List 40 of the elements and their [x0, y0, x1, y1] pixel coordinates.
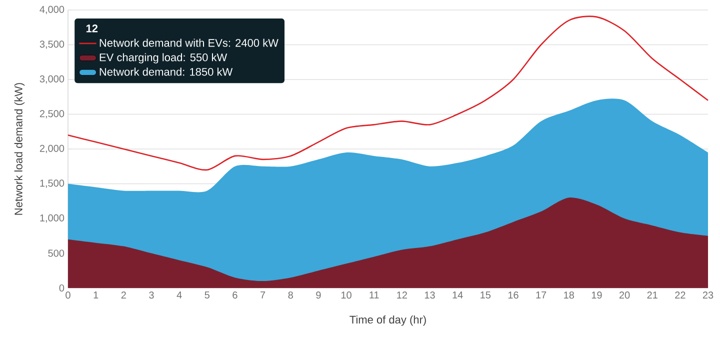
x-tick-label: 23 — [702, 292, 714, 299]
y-tick-label: 0 — [59, 284, 64, 292]
y-tick-label: 3,000 — [40, 75, 64, 84]
x-tick-label: 15 — [480, 292, 491, 299]
x-tick-label: 2 — [121, 292, 126, 299]
x-tick-label: 6 — [232, 292, 238, 299]
x-tick-label: 3 — [149, 292, 154, 299]
y-tick-label: 2,500 — [40, 110, 64, 118]
legend-label: Network demand: 1850 kW — [100, 68, 233, 76]
x-tick-label: 11 — [370, 292, 379, 298]
x-tick-label: 9 — [316, 292, 321, 299]
legend-label: EV charging load: 550 kW — [100, 53, 228, 64]
x-axis-title: Time of day (hr) — [350, 315, 426, 326]
x-tick-label: 10 — [341, 292, 352, 299]
x-tick-label: 12 — [397, 292, 407, 299]
x-tick-label: 16 — [508, 292, 518, 299]
y-tick-label: 3,500 — [40, 40, 64, 49]
y-axis-title: Network load demand (kW) — [14, 83, 25, 215]
legend-title: 12 — [86, 24, 98, 32]
line-series — [67, 16, 709, 170]
y-tick-label: 4,000 — [40, 6, 64, 14]
x-tick-label: 18 — [564, 292, 574, 299]
x-tick-label: 22 — [675, 292, 686, 299]
x-tick-label: 14 — [452, 292, 463, 298]
x-tick-label: 19 — [592, 292, 602, 299]
x-tick-label: 8 — [288, 292, 293, 299]
x-tick-label: 1 — [94, 292, 98, 298]
y-tick-label: 2,000 — [40, 144, 64, 154]
x-tick-label: 21 — [647, 292, 658, 299]
x-tick-label: 20 — [619, 292, 630, 299]
y-tick-label: 1,500 — [40, 180, 64, 188]
x-tick-label: 4 — [176, 292, 182, 298]
x-tick-label: 5 — [204, 292, 210, 299]
x-tick-label: 0 — [66, 292, 70, 299]
x-tick-label: 13 — [424, 292, 435, 299]
x-tick-label: 7 — [260, 292, 266, 298]
y-tick-label: 1,000 — [40, 214, 64, 223]
y-tick-label: 500 — [48, 250, 64, 257]
legend-label: Network demand with EVs: 2400 kW — [100, 38, 278, 47]
x-tick-label: 17 — [536, 292, 546, 298]
